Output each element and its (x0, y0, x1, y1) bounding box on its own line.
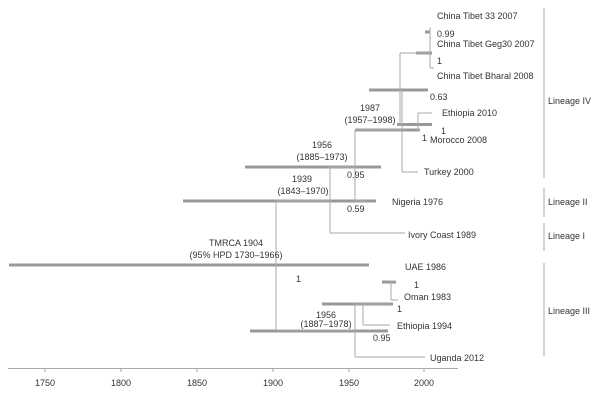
branch-node-1956b (354, 303, 425, 358)
hpd-bar-node-1956b (250, 329, 388, 333)
hpd-bar-uae-oman (382, 280, 396, 284)
axis-tick-label: 1850 (187, 378, 207, 388)
branch-uae-oman (390, 280, 398, 301)
tip-labels: China Tibet 33 2007 China Tibet Geg30 20… (392, 11, 535, 363)
support-value: 1 (397, 304, 402, 314)
node-date-1987: 1987 (360, 103, 380, 113)
tip-label-china-tibet-geg30: China Tibet Geg30 2007 (437, 39, 535, 49)
tip-label-ethiopia-2010: Ethiopia 2010 (442, 108, 497, 118)
tip-label-oman-1983: Oman 1983 (404, 292, 451, 302)
tip-label-ethiopia-1994: Ethiopia 1994 (397, 321, 452, 331)
hpd-bar-ethiopia-morocco (397, 123, 432, 126)
branch-node-1956 (354, 129, 402, 201)
node-date-1939: 1939 (292, 174, 312, 184)
support-value: 1 (437, 56, 442, 66)
tip-label-china-tibet-33: China Tibet 33 2007 (437, 11, 518, 21)
tip-label-china-tibet-bharal: China Tibet Bharal 2008 (437, 71, 534, 81)
support-value: 0.59 (347, 204, 365, 214)
tip-label-ivory-coast-1989: Ivory Coast 1989 (408, 230, 476, 240)
support-value: 0.63 (430, 92, 448, 102)
tip-label-turkey-2000: Turkey 2000 (424, 167, 474, 177)
hpd-bars (9, 30, 432, 333)
lineage-labels: Lineage IV Lineage II Lineage I Lineage … (548, 96, 591, 316)
support-value: 1 (414, 280, 419, 290)
node-hpd-1956: (1885–1973) (296, 152, 347, 162)
lineage-iv-label: Lineage IV (548, 96, 591, 106)
branch-ethiopia-morocco (417, 112, 432, 131)
node-date-1956b: 1956 (316, 310, 336, 320)
support-values: 0.99 1 0.63 1 1 0.95 0.59 1 1 1 0.95 (296, 29, 455, 343)
node-hpd-1939: (1843–1970) (277, 186, 328, 196)
node-date-labels: 1987 (1957–1998) 1956 (1885–1973) 1939 (… (189, 103, 395, 329)
tip-label-morocco-2008: Morocco 2008 (430, 135, 487, 145)
support-value: 0.95 (373, 333, 391, 343)
support-value: 0.95 (347, 170, 365, 180)
support-value: 0.99 (437, 29, 455, 39)
lineage-ii-label: Lineage II (548, 197, 588, 207)
branch-root (275, 200, 355, 331)
tip-label-uae-1986: UAE 1986 (405, 262, 446, 272)
lineage-i-label: Lineage I (548, 231, 585, 241)
node-date-tmrca: TMRCA 1904 (209, 238, 263, 248)
branch-node-lineage3-inner (362, 303, 391, 326)
support-value: 1 (422, 133, 427, 143)
axis-tick-label: 1900 (263, 378, 283, 388)
branch-node-1939 (329, 166, 405, 234)
hpd-bar-node-1956 (245, 165, 381, 169)
tip-label-uganda-2012: Uganda 2012 (430, 353, 484, 363)
hpd-bar-tmrca (9, 263, 369, 267)
branches (275, 27, 434, 358)
node-hpd-1987: (1957–1998) (344, 115, 395, 125)
axis-tick-label: 1800 (111, 378, 131, 388)
time-axis: 1750 1800 1850 1900 1950 2000 (8, 368, 458, 388)
lineage-iii-label: Lineage III (548, 306, 590, 316)
branch-node-063 (399, 52, 430, 126)
support-value: 1 (296, 274, 301, 284)
branch-node-1987 (401, 90, 418, 173)
axis-tick-label: 1750 (35, 378, 55, 388)
node-hpd-1956b: (1887–1978) (300, 319, 351, 329)
support-value: 1 (441, 126, 446, 136)
axis-tick-label: 2000 (414, 378, 434, 388)
hpd-bar-tibet-subclade (425, 30, 430, 34)
axis-tick-label: 1950 (339, 378, 359, 388)
node-date-1956: 1956 (312, 140, 332, 150)
branch-tibet-clade (429, 33, 434, 69)
hpd-bar-node-063 (369, 88, 428, 92)
tip-label-nigeria-1976: Nigeria 1976 (392, 197, 443, 207)
node-hpd-tmrca: (95% HPD 1730–1966) (189, 250, 282, 260)
